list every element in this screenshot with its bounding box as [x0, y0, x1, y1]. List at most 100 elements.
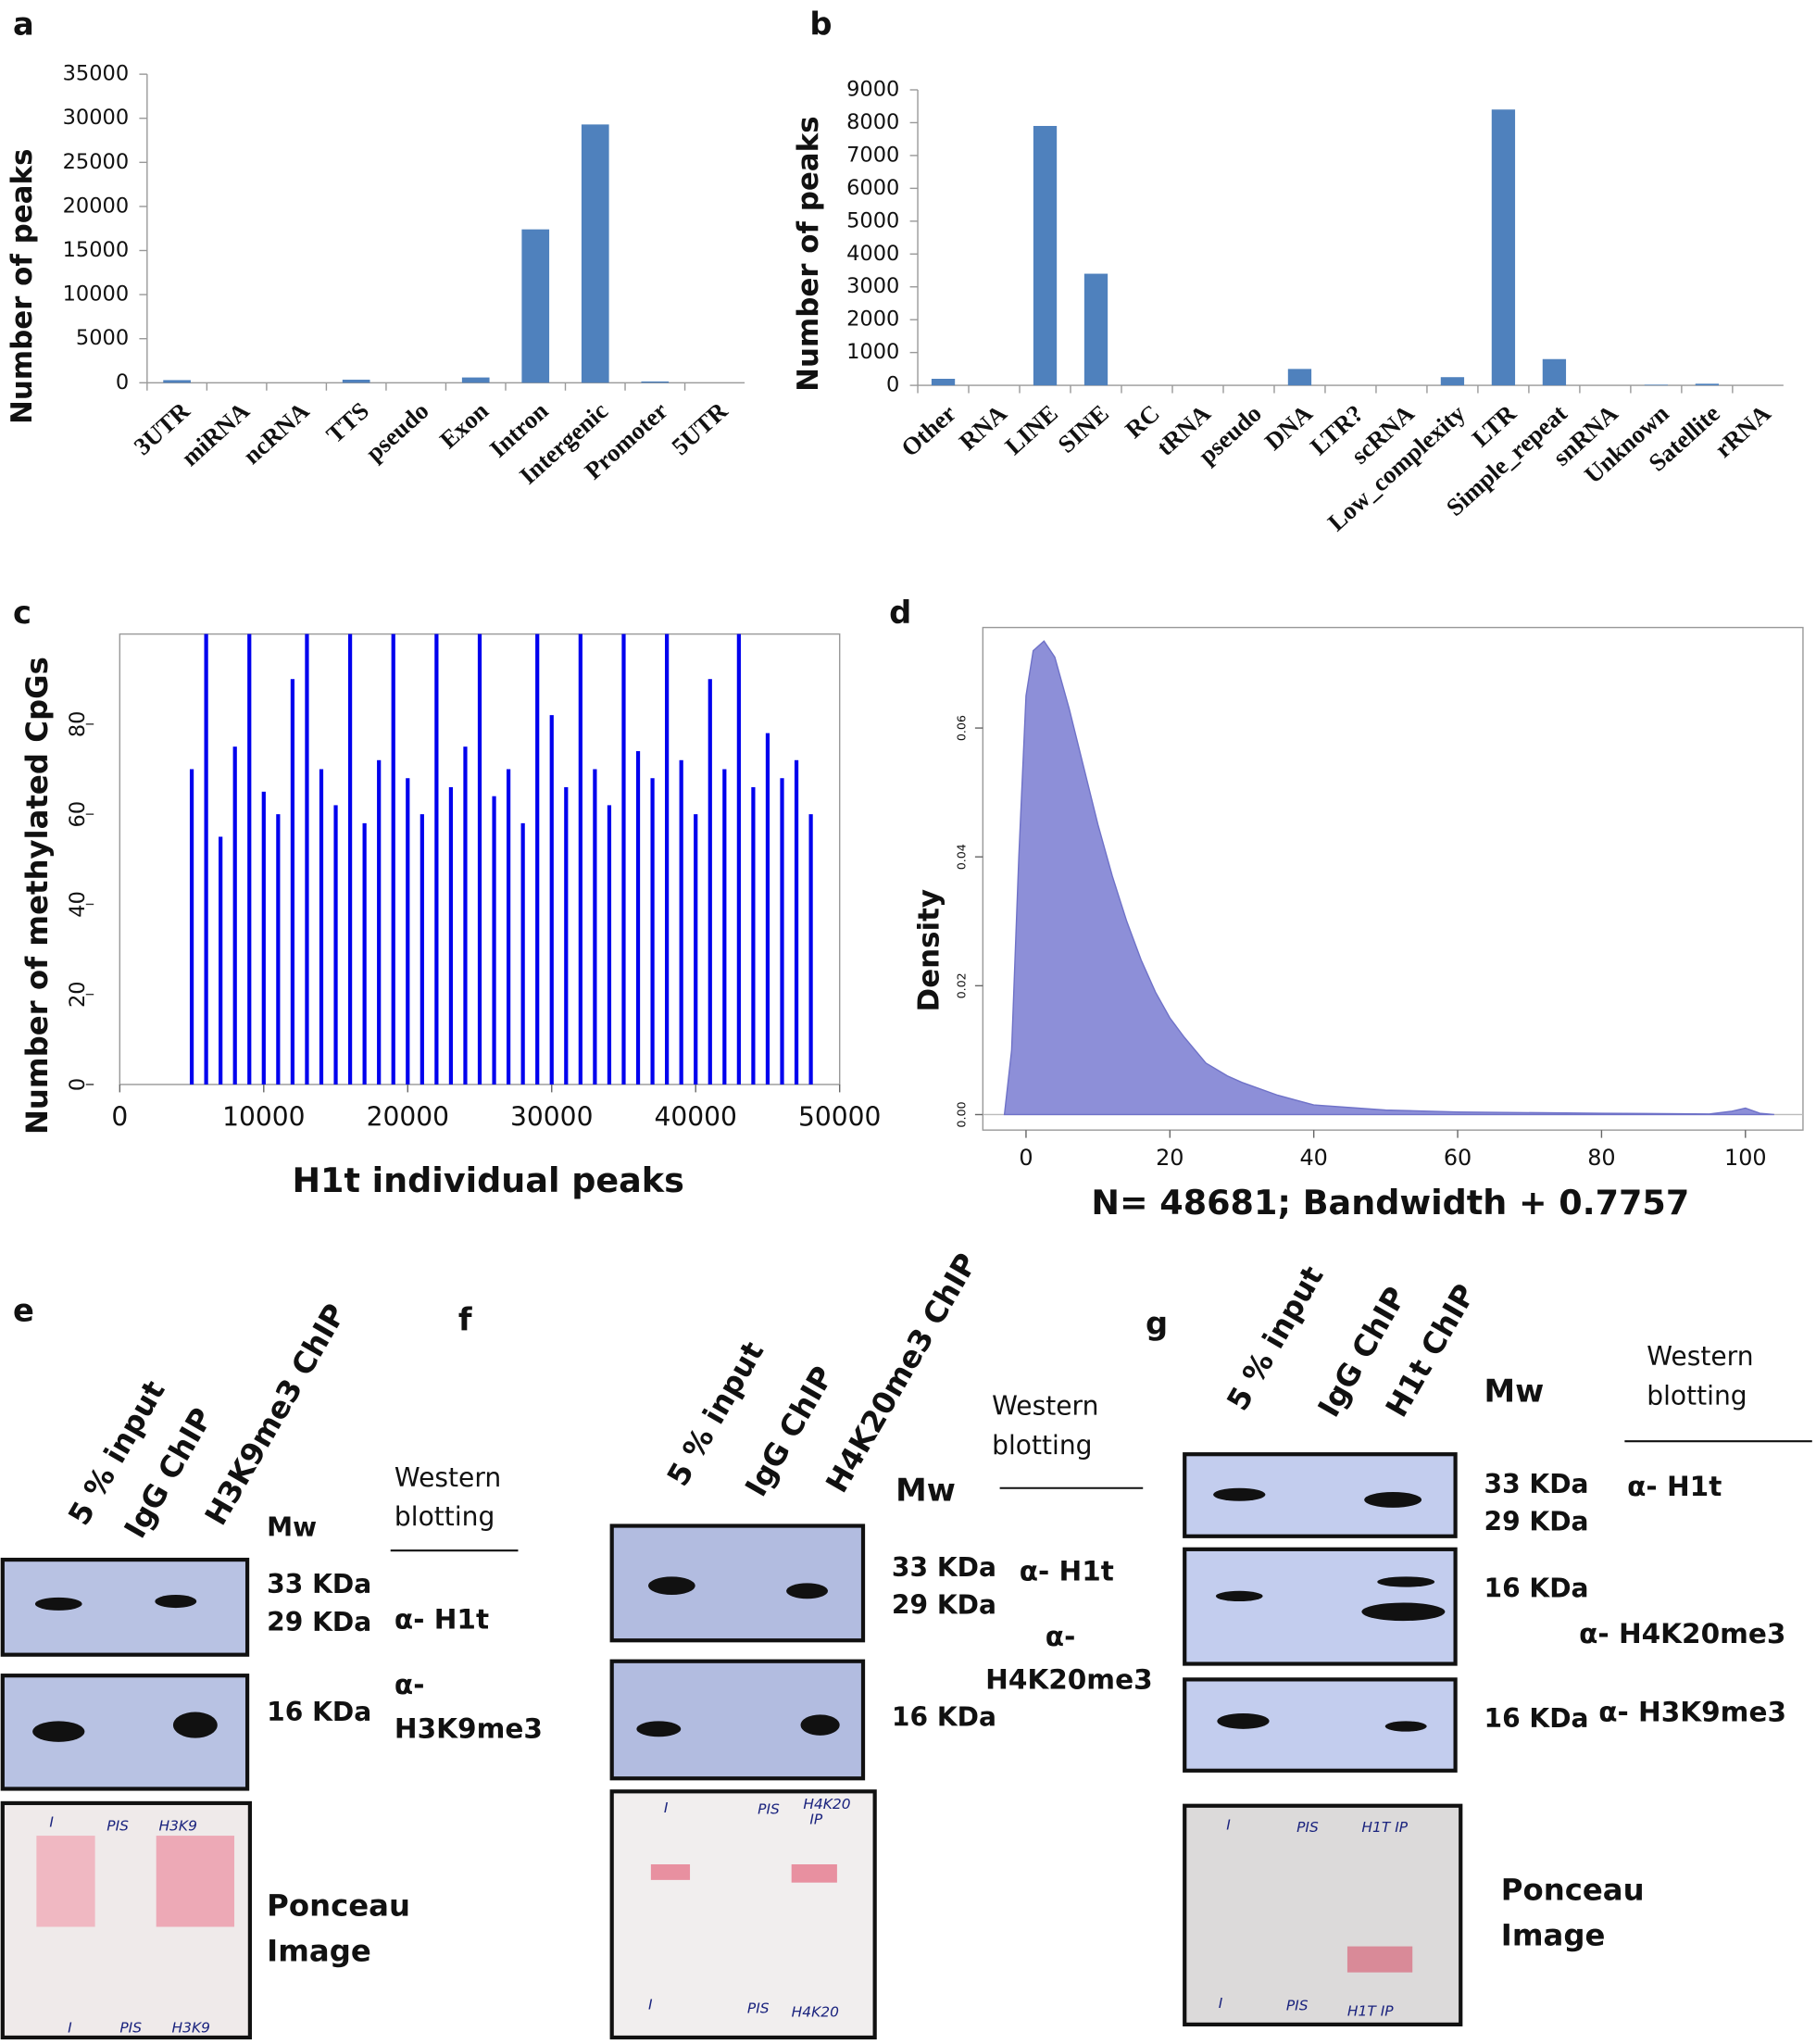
y-tick-label: 5000 — [76, 326, 129, 350]
size-label: 29 KDa — [1484, 1507, 1589, 1537]
y-tick-label: 80 — [66, 711, 90, 738]
spike — [808, 814, 813, 1085]
western-label: Western — [395, 1462, 501, 1493]
y-tick-label: 9000 — [846, 77, 899, 101]
blot-images — [0, 1452, 1463, 2040]
x-axis-label: N= 48681; Bandwidth + 0.7757 — [1091, 1183, 1689, 1223]
spike — [722, 769, 727, 1085]
y-tick-label: 40 — [66, 891, 90, 918]
spike — [189, 769, 194, 1085]
y-tick-label: 1000 — [846, 340, 899, 364]
panel-label: b — [809, 6, 832, 43]
lane-label: H4K20me3 ChIP — [819, 1248, 984, 1499]
antibody-label: α- H1t — [1627, 1471, 1722, 1502]
bar — [461, 377, 490, 383]
handwriting: H4K20 — [803, 1796, 850, 1812]
x-tick-label: SINE — [1052, 399, 1113, 458]
y-tick-label: 60 — [66, 801, 90, 828]
y-tick-label: 2000 — [846, 307, 899, 332]
bar — [1033, 125, 1058, 386]
y-tick-label: 25000 — [63, 150, 130, 174]
bar — [342, 379, 370, 383]
x-tick-label: 100 — [1724, 1145, 1767, 1171]
y-axis-label: Number of methylated CpGs — [19, 657, 55, 1135]
y-tick-label: 0.04 — [954, 844, 968, 870]
ponceau-label: Ponceau — [267, 1887, 410, 1923]
handwriting: H1T IP — [1361, 1819, 1408, 1836]
handwriting: PIS — [1286, 1998, 1309, 2014]
x-tick-label: miRNA — [176, 396, 256, 471]
spike — [261, 791, 266, 1085]
spike — [564, 786, 569, 1085]
spike — [391, 633, 395, 1085]
handwriting: I — [68, 2020, 72, 2037]
handwriting: I — [648, 1996, 653, 2013]
y-tick-label: 20000 — [63, 194, 130, 218]
ponceau-label: Image — [1501, 1918, 1606, 1953]
spike — [506, 769, 511, 1085]
x-tick-label: 10000 — [222, 1102, 305, 1133]
spike — [333, 805, 338, 1085]
size-label: 16 KDa — [267, 1697, 371, 1727]
size-label: 16 KDa — [1484, 1703, 1589, 1734]
spike — [305, 633, 309, 1085]
x-tick-label: ncRNA — [238, 396, 315, 470]
x-tick-label: 0 — [1019, 1145, 1033, 1171]
x-tick-label: 40000 — [655, 1102, 737, 1133]
spike — [535, 633, 540, 1085]
spike — [621, 633, 626, 1085]
bar — [521, 229, 550, 383]
x-tick-label: DNA — [1259, 398, 1319, 455]
spike — [204, 633, 208, 1085]
y-tick-label: 0.02 — [954, 972, 968, 998]
spike — [463, 746, 468, 1085]
size-label: 33 KDa — [892, 1552, 996, 1583]
spike — [765, 733, 770, 1085]
spike — [276, 814, 281, 1085]
size-label: 29 KDa — [892, 1590, 996, 1621]
spike — [247, 633, 252, 1085]
y-tick-label: 0 — [66, 1078, 90, 1091]
spike — [492, 796, 496, 1085]
bar — [581, 124, 609, 383]
spike — [578, 633, 582, 1085]
x-tick-label: 20 — [1156, 1145, 1184, 1171]
y-tick-label: 30000 — [63, 106, 130, 130]
panel-label: c — [13, 595, 31, 631]
western-label: blotting — [395, 1501, 495, 1532]
y-tick-label: 0.06 — [954, 715, 968, 741]
spike — [679, 759, 683, 1085]
spike — [708, 679, 712, 1085]
antibody-label: H3K9me3 — [395, 1713, 543, 1745]
y-axis-label: Number of peaks — [6, 149, 39, 424]
x-tick-label: Other — [895, 399, 961, 462]
spike — [377, 759, 382, 1085]
y-tick-label: 15000 — [63, 238, 130, 262]
plot-frame — [982, 626, 1804, 1131]
handwriting: PIS — [106, 1818, 129, 1835]
x-tick-label: Exon — [434, 396, 494, 454]
western-label: blotting — [992, 1430, 1092, 1461]
spike — [434, 633, 439, 1085]
handwriting: I — [1219, 1995, 1223, 2012]
x-tick-label: 0 — [111, 1102, 128, 1133]
handwriting: H1T IP — [1347, 2002, 1394, 2019]
antibody-label: H4K20me3 — [985, 1663, 1153, 1695]
x-tick-label: RNA — [954, 398, 1013, 455]
y-tick-label: 3000 — [846, 274, 899, 298]
western-label: Western — [992, 1391, 1098, 1422]
spike — [290, 679, 295, 1085]
x-tick-label: 5UTR — [666, 396, 733, 460]
y-tick-label: 8000 — [846, 110, 899, 134]
spike — [362, 822, 367, 1085]
antibody-label: α- — [395, 1669, 425, 1700]
handwriting: I — [664, 1799, 669, 1816]
bar — [931, 379, 956, 386]
spike — [593, 769, 597, 1085]
mw-label: Mw — [895, 1472, 956, 1508]
spike — [650, 778, 655, 1085]
handwriting: IP — [809, 1812, 823, 1828]
y-tick-label: 6000 — [846, 176, 899, 200]
panel-label: g — [1146, 1306, 1168, 1342]
